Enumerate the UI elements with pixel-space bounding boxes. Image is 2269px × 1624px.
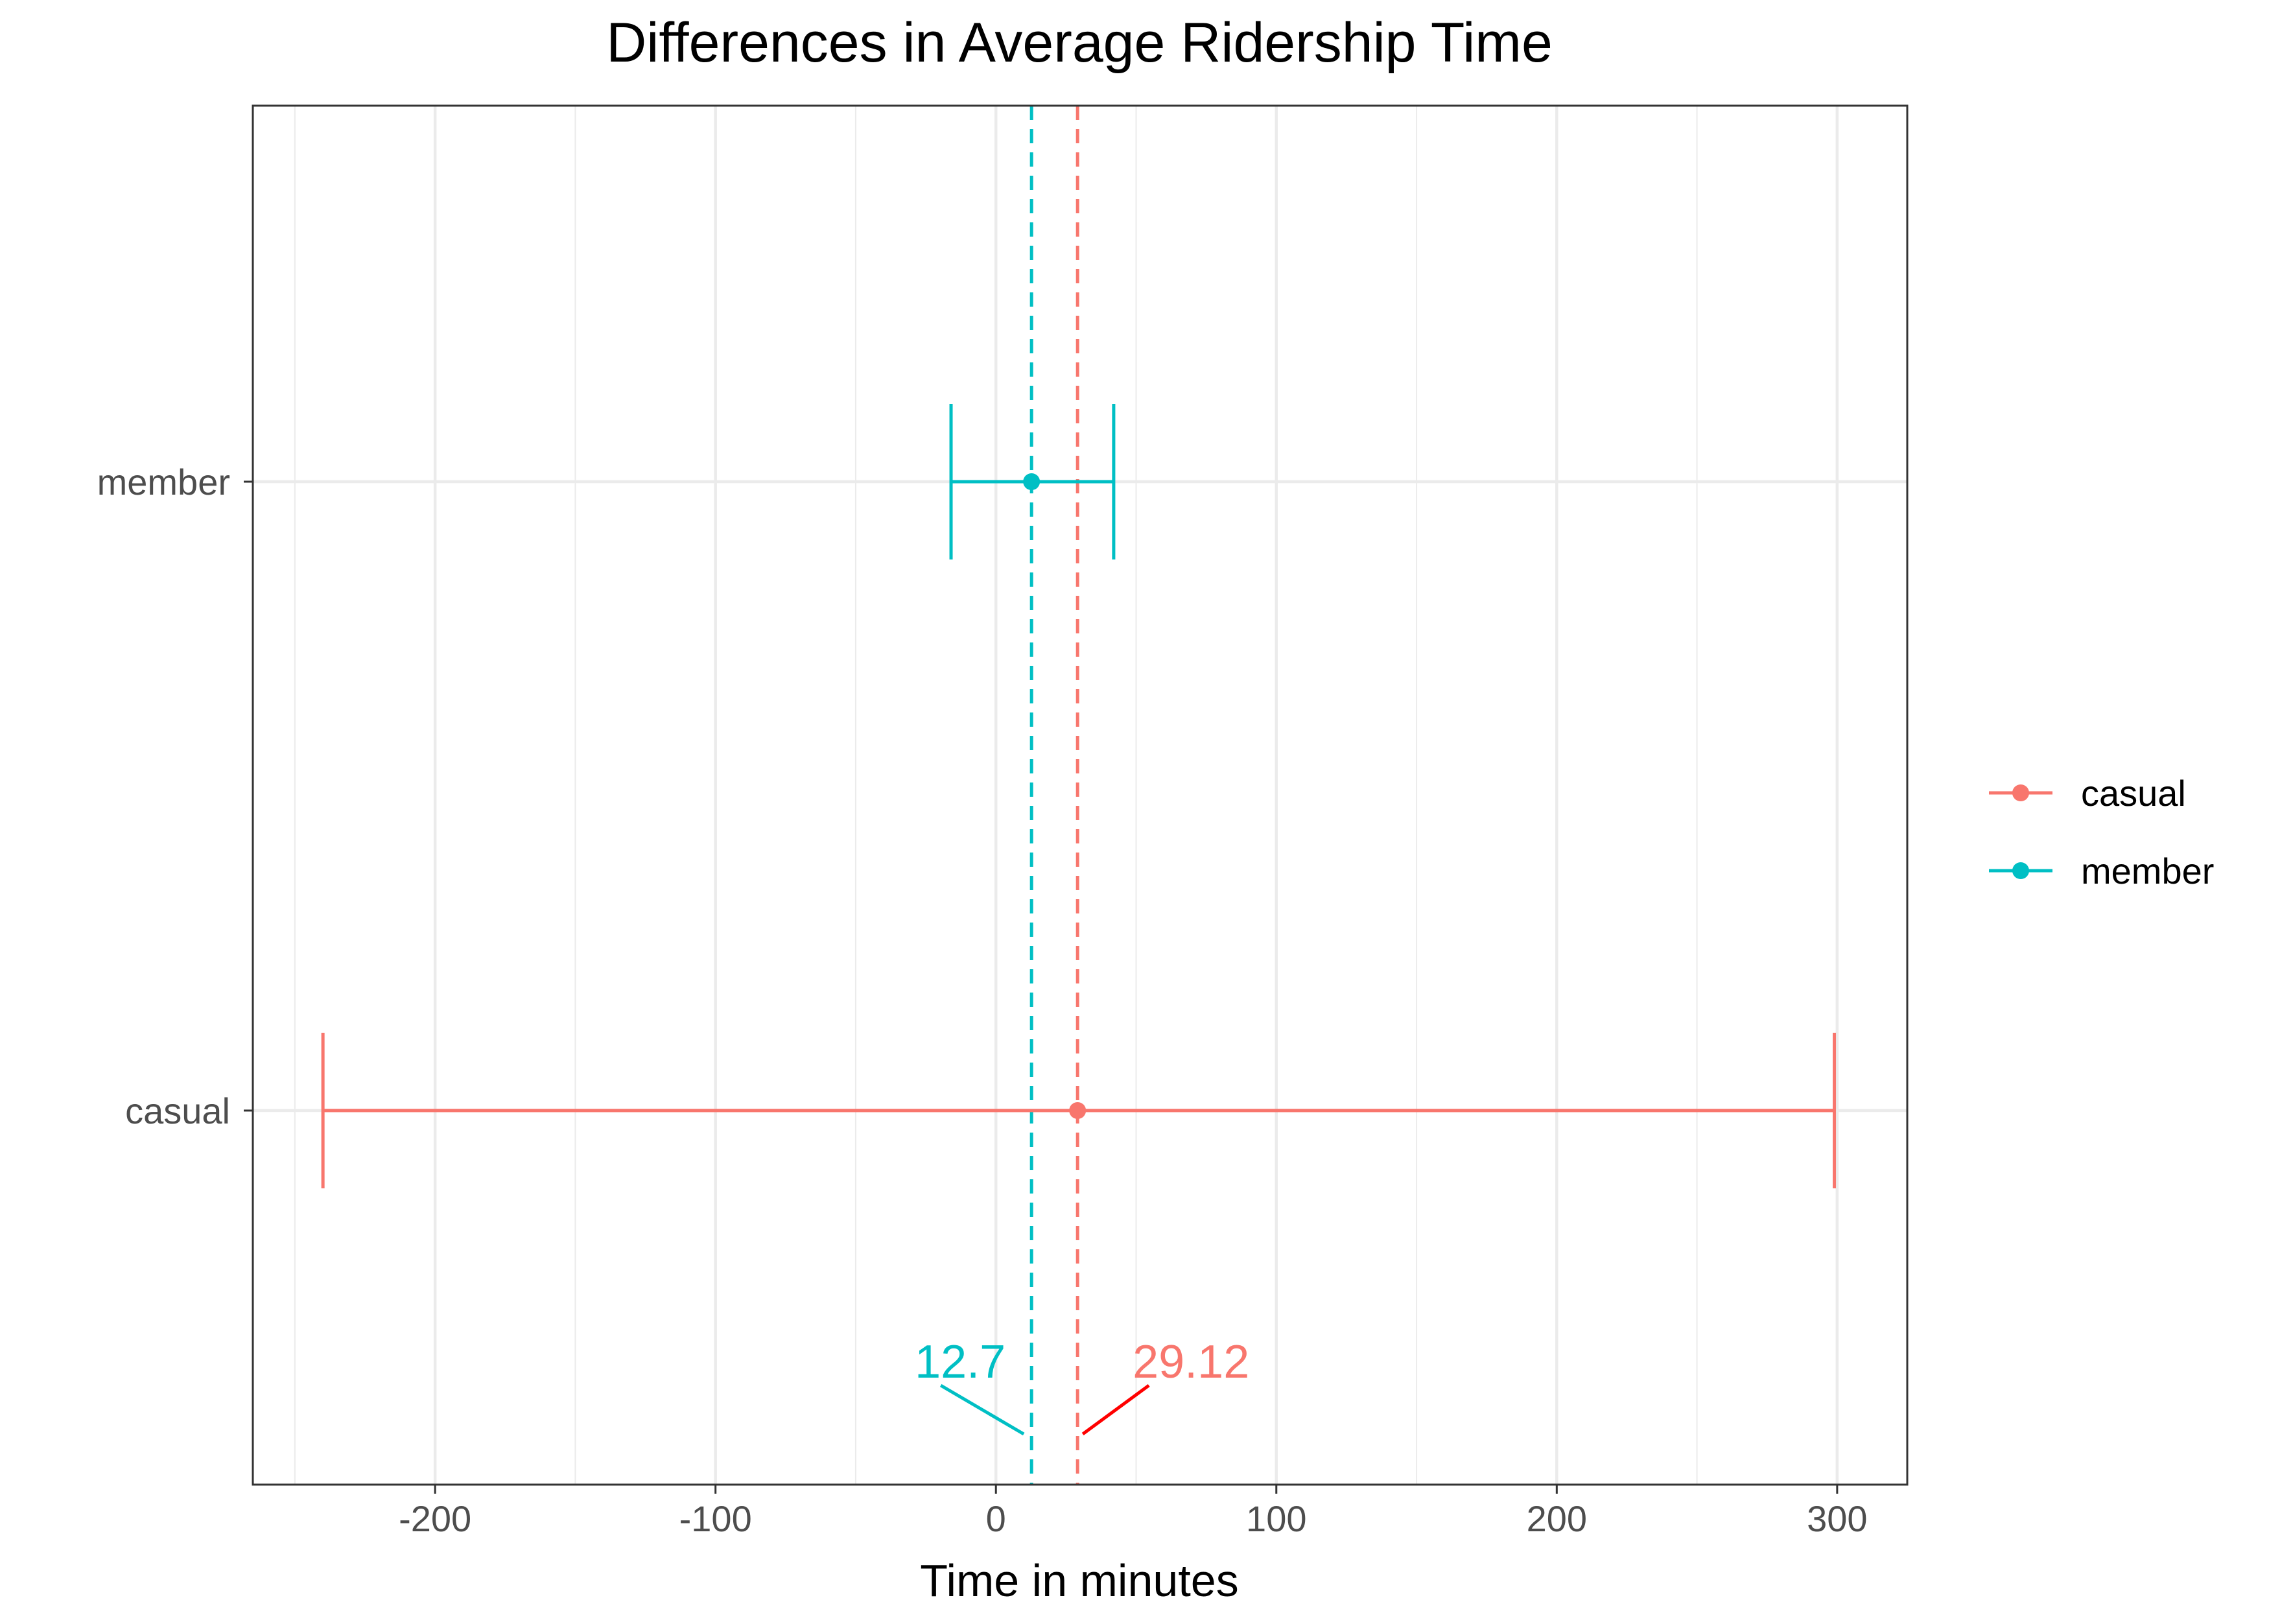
y-tick-label: member xyxy=(97,462,230,502)
annotation-leader-29.12 xyxy=(1081,1383,1150,1436)
x-tick-label: 0 xyxy=(986,1498,1006,1539)
legend-key-point-casual xyxy=(2012,784,2029,801)
x-tick-label: -100 xyxy=(679,1498,752,1539)
plot-panel-border xyxy=(252,104,1909,1486)
minor-gridlines xyxy=(294,106,1698,1485)
x-tick-label: 100 xyxy=(1246,1498,1306,1539)
legend-key-point-member xyxy=(2012,862,2029,879)
legend-label-casual: casual xyxy=(2081,773,2186,814)
plot-panel: 12.7 29.12 xyxy=(252,104,1909,1486)
annotation-label: 29.12 xyxy=(1133,1336,1249,1388)
x-tick-label: 200 xyxy=(1527,1498,1587,1539)
mean-points xyxy=(1023,473,1087,1119)
y-tick-label: casual xyxy=(125,1090,230,1131)
mean-point-member xyxy=(1023,473,1040,490)
reference-lines xyxy=(1029,106,1079,1485)
y-axis: casual member xyxy=(97,462,253,1131)
chart-title: Differences in Average Ridership Time xyxy=(606,12,1553,74)
legend: casual member xyxy=(1989,773,2214,891)
mean-point-casual xyxy=(1069,1102,1087,1119)
annotation-leader-12.7 xyxy=(939,1383,1025,1436)
annotation-label: 12.7 xyxy=(915,1336,1005,1388)
x-tick-label: -200 xyxy=(399,1498,471,1539)
legend-label-member: member xyxy=(2081,851,2214,891)
x-tick-label: 300 xyxy=(1807,1498,1867,1539)
x-axis-title: Time in minutes xyxy=(920,1555,1238,1606)
annotations: 12.7 29.12 xyxy=(915,1336,1249,1436)
x-axis: -200 -100 0 100 200 300 xyxy=(399,1485,1868,1539)
